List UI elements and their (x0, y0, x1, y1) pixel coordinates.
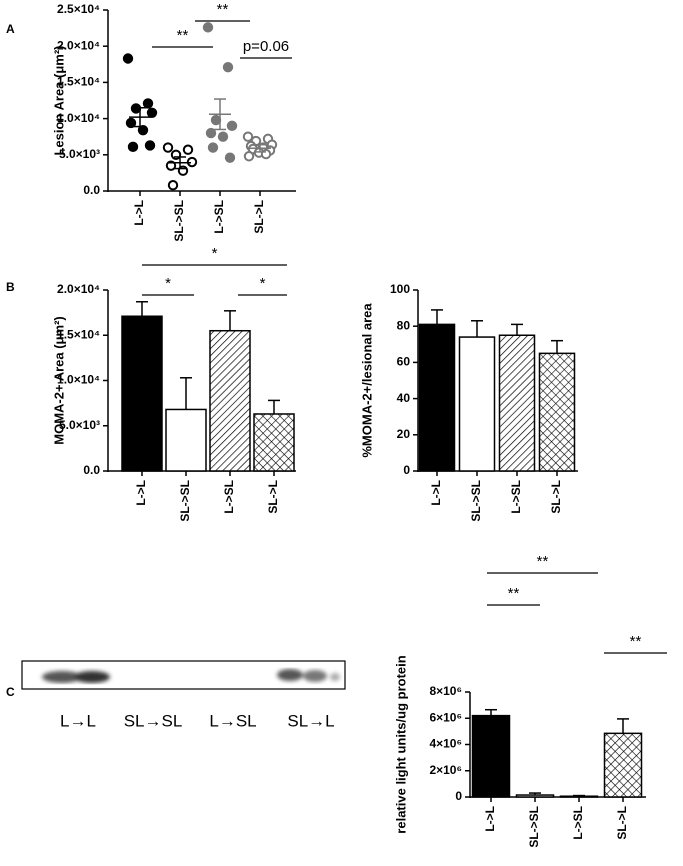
y-tick-label: 4×10⁶ (429, 737, 462, 751)
significance-label: ** (630, 633, 642, 650)
x-tick-label: SL->SL (178, 480, 192, 522)
bar (515, 794, 555, 798)
y-tick-label: 1.5×10⁴ (57, 327, 100, 341)
bar (253, 413, 295, 472)
y-tick-label: 0.0 (83, 183, 100, 197)
y-tick-label: 8×10⁶ (429, 684, 462, 698)
y-tick-label: 1.0×10⁴ (57, 111, 100, 125)
dot (167, 180, 179, 191)
dot (144, 140, 156, 151)
x-tick-label: L->SL (222, 480, 236, 514)
dot (127, 141, 139, 153)
y-tick-label: 60 (397, 355, 411, 369)
y-tick-label: 5.0×10³ (59, 147, 100, 161)
lane-label: SL→SL (124, 711, 183, 730)
dot (224, 152, 236, 163)
y-tick-label: 6×10⁶ (429, 710, 462, 724)
y-tick-label: 1.5×10⁴ (57, 75, 100, 89)
x-tick-label: L->SL (509, 480, 523, 514)
x-tick-label: L->L (134, 480, 148, 506)
x-tick-label: L->L (132, 200, 146, 226)
panel-label: C (6, 685, 15, 699)
dot (165, 160, 177, 171)
dot (162, 142, 174, 153)
dot (207, 142, 219, 153)
dot (226, 120, 238, 132)
x-tick-label: SL->L (615, 806, 629, 840)
y-tick-label: 20 (397, 427, 411, 441)
x-tick-label: SL->L (549, 480, 563, 514)
significance-label: ** (508, 585, 520, 602)
x-tick-label: SL->SL (527, 806, 541, 848)
bar (121, 315, 163, 472)
x-tick-label: L->L (483, 806, 497, 832)
dot (242, 131, 254, 142)
significance-label: * (165, 275, 171, 292)
panel-label: A (6, 22, 15, 36)
x-tick-label: L->L (429, 480, 443, 506)
x-tick-label: L->SL (212, 200, 226, 234)
dot (217, 131, 229, 142)
dot (260, 148, 272, 160)
dot (142, 98, 154, 109)
significance-label: * (260, 275, 266, 292)
lane-label: SL→L (287, 711, 334, 730)
bar (165, 408, 207, 472)
bar (559, 795, 599, 798)
y-axis-title: Lesion Area (μm²) (51, 45, 66, 155)
dot (205, 127, 217, 139)
lane-label: L→L (60, 711, 96, 730)
bar (471, 714, 511, 798)
bar (209, 329, 251, 472)
dot (146, 107, 158, 119)
dot (222, 61, 234, 73)
bar (418, 323, 456, 472)
y-axis-title: %MOMA-2+/lesional area (359, 303, 374, 458)
y-tick-label: 2.0×10⁴ (57, 38, 100, 52)
x-tick-label: L->SL (571, 806, 585, 840)
significance-label: p=0.06 (243, 38, 289, 55)
y-tick-label: 0 (403, 463, 410, 477)
y-tick-label: 0 (455, 789, 462, 803)
y-tick-label: 0.0 (83, 463, 100, 477)
significance-label: ** (537, 553, 549, 570)
bar (603, 732, 643, 798)
bar (538, 352, 576, 472)
x-tick-label: SL->SL (172, 200, 186, 242)
blot (21, 660, 346, 690)
y-tick-label: 1.0×10⁴ (57, 373, 100, 387)
dot (243, 151, 255, 162)
significance-label: ** (217, 1, 229, 18)
dot (210, 114, 222, 126)
y-tick-label: 2×10⁶ (429, 763, 462, 777)
panel-label: B (6, 280, 15, 294)
y-tick-label: 40 (397, 391, 411, 405)
y-tick-label: 5.0×10³ (59, 418, 100, 432)
dot (122, 53, 134, 64)
bar (458, 336, 496, 472)
lane-label: L→SL (209, 711, 256, 730)
dot (202, 22, 214, 33)
dot (125, 117, 137, 129)
y-axis-title: MOMA-2+ Area (μm²) (51, 316, 66, 444)
dot (182, 144, 194, 155)
x-tick-label: SL->L (266, 480, 280, 514)
y-tick-label: 2.0×10⁴ (57, 282, 100, 296)
significance-label: * (212, 245, 218, 262)
bar (498, 334, 536, 472)
x-tick-label: SL->SL (469, 480, 483, 522)
y-axis-title: relative light units/ug protein (393, 655, 408, 833)
y-tick-label: 80 (397, 318, 411, 332)
dot (170, 149, 182, 161)
y-tick-label: 2.5×10⁴ (57, 2, 100, 16)
y-tick-label: 100 (390, 282, 410, 296)
x-tick-label: SL->L (252, 200, 266, 234)
significance-label: ** (177, 27, 189, 44)
